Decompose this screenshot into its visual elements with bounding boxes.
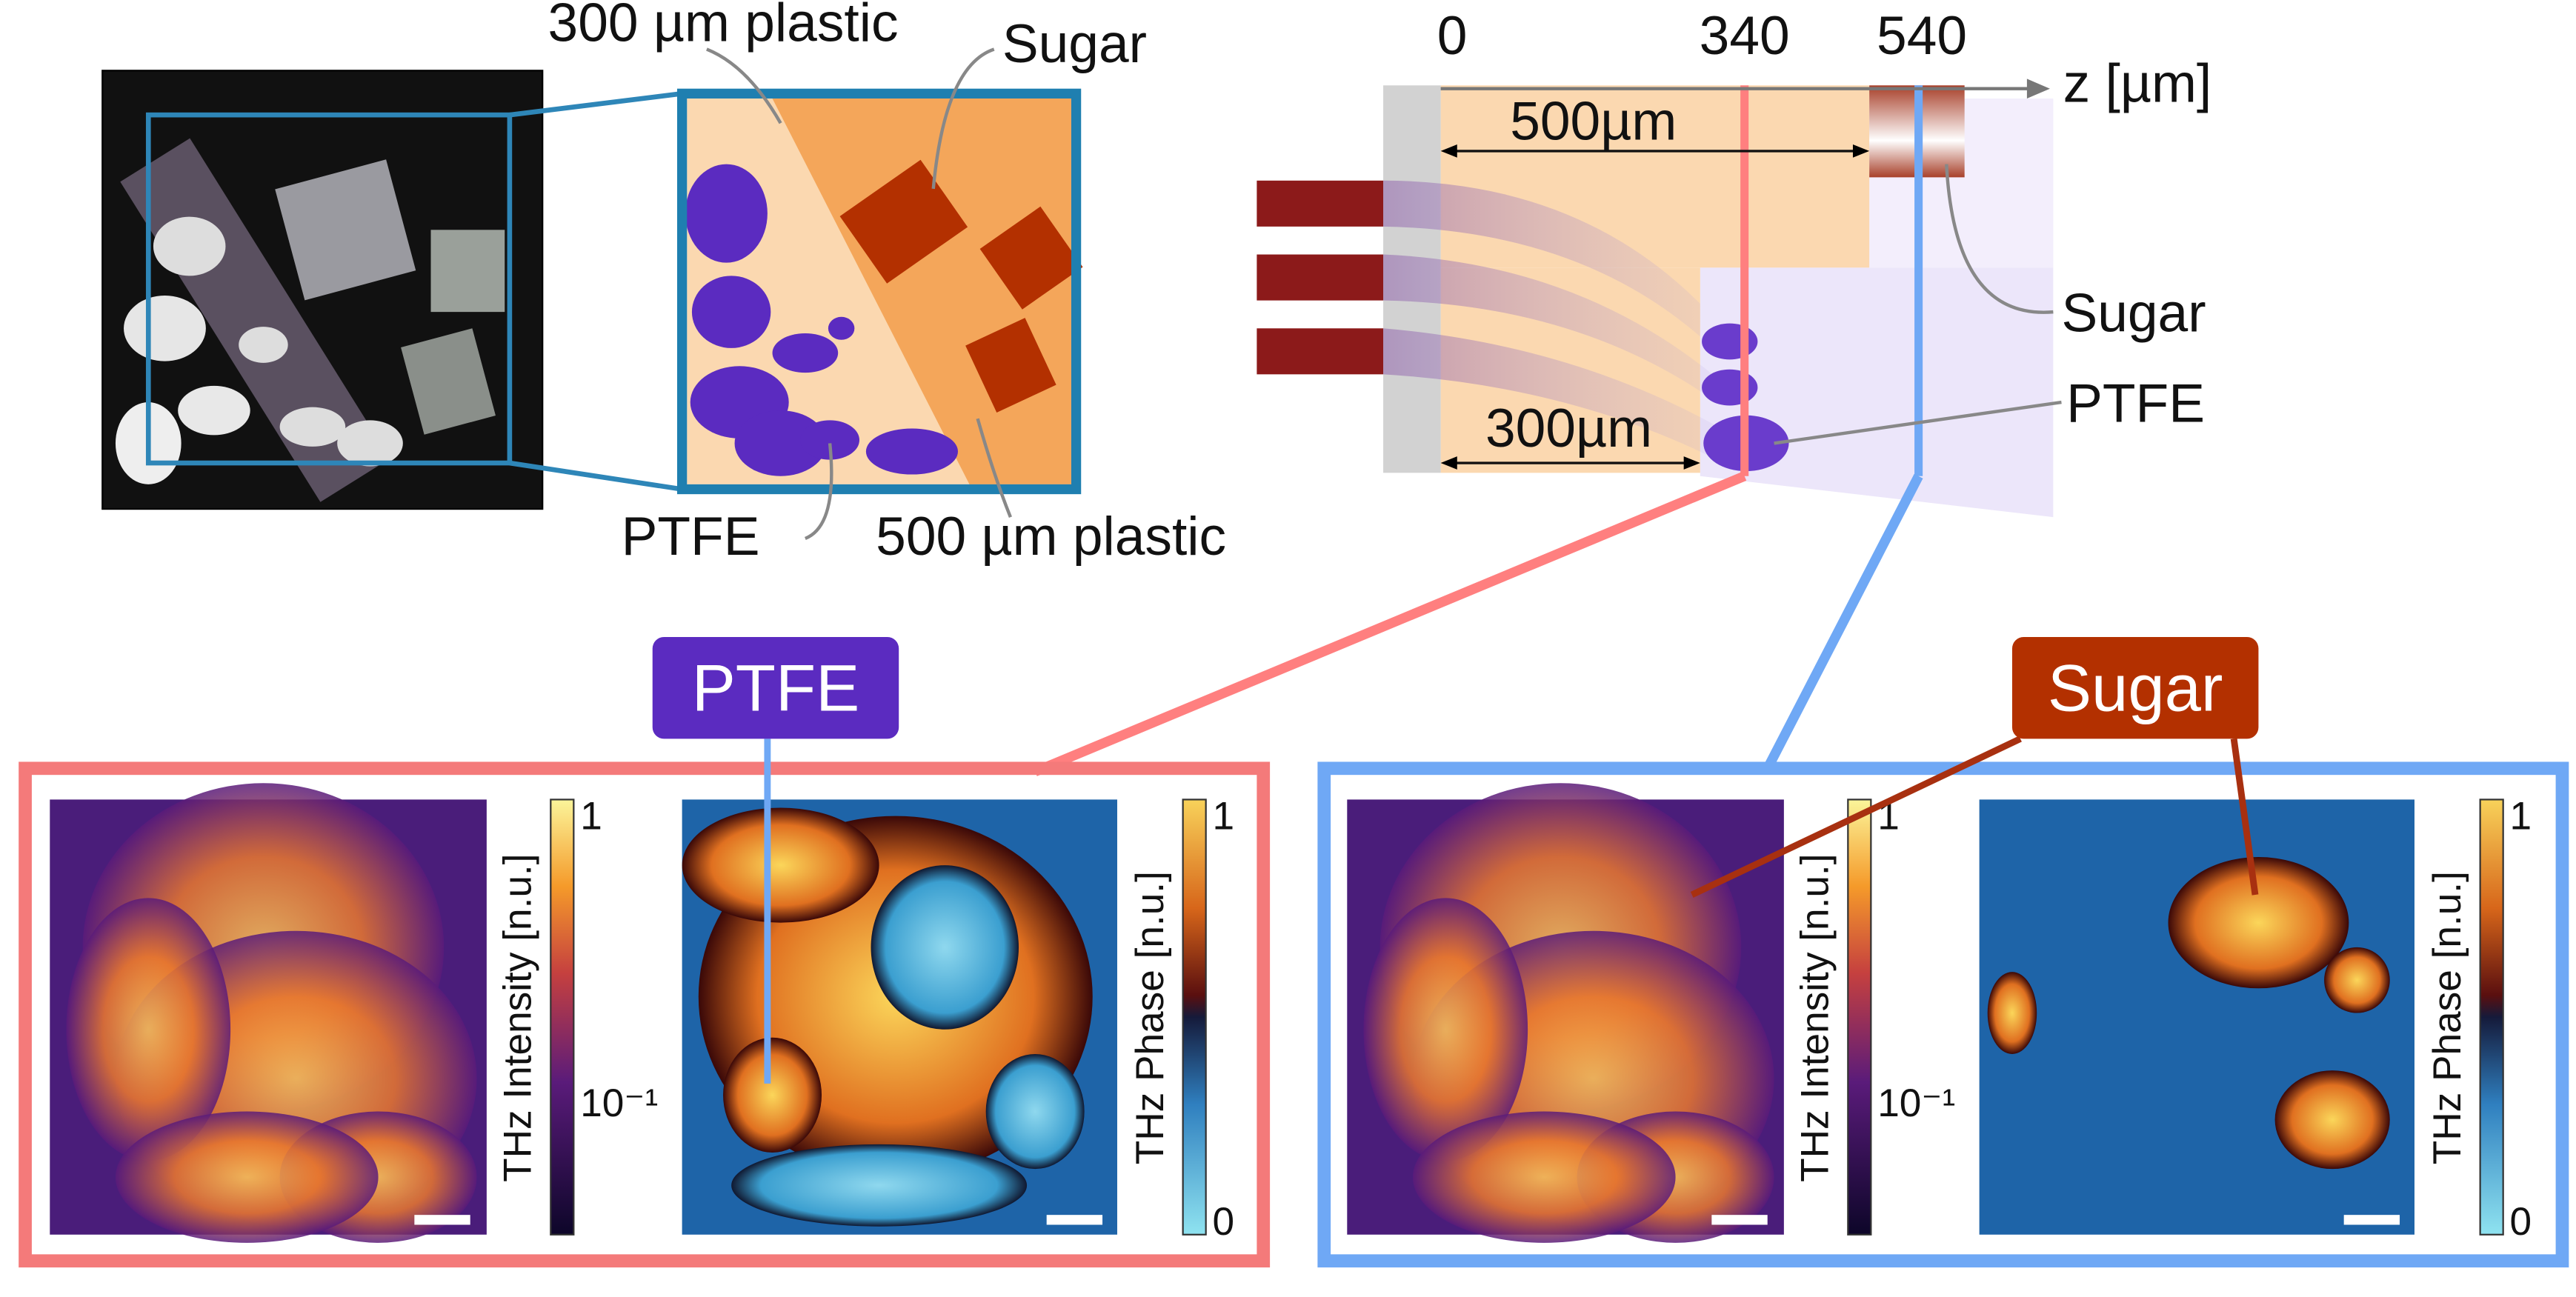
photo-shape: [337, 420, 403, 467]
colorbar-label: THz Phase [n.u.]: [2426, 871, 2469, 1164]
panel-frame: [19, 761, 1271, 1268]
depth-schematic-shape: [1702, 323, 1758, 360]
scale-bar: [2343, 1215, 2400, 1225]
sample-sketch-shape: [734, 410, 827, 476]
colorbar: [1182, 798, 1207, 1236]
label: 500 µm plastic: [876, 507, 1226, 567]
phase-map: [985, 1053, 1085, 1170]
depth-schematic-shape: [1761, 473, 1923, 774]
label: Sugar: [1002, 14, 1147, 74]
phase-map: [2274, 1070, 2390, 1170]
depth-schematic: [1033, 79, 2062, 776]
callout-line: [2230, 738, 2259, 896]
scale-bar: [1046, 1215, 1103, 1225]
callout-label: PTFE: [692, 652, 860, 725]
depth-schematic-shape: [1257, 180, 1384, 227]
photo-shape: [275, 159, 416, 301]
z-axis-label: z [µm]: [2063, 53, 2212, 113]
photo-shape: [509, 91, 683, 118]
label: 300 µm plastic: [548, 0, 899, 53]
dimension: 500µm: [1510, 91, 1677, 151]
photo-shape: [124, 295, 206, 361]
photo-shape: [145, 112, 513, 466]
z-tick: 540: [1877, 6, 1967, 66]
sample-sketch-shape: [676, 88, 1082, 495]
photo-shape: [153, 216, 226, 276]
callout-line: [1690, 736, 2022, 898]
sample-sketch-shape: [965, 318, 1056, 413]
intensity-map: [66, 898, 231, 1161]
photo-shape: [178, 385, 250, 436]
intensity-map: [1363, 898, 1528, 1161]
colorbar: [2479, 798, 2504, 1236]
sample-sketch: [676, 47, 1083, 541]
dimension: 300µm: [1485, 399, 1652, 459]
depth-schematic-shape: [1702, 369, 1758, 406]
sample-sketch-shape: [828, 316, 855, 340]
scale-bar: [414, 1215, 470, 1225]
depth-schematic-shape: [1852, 144, 1870, 158]
colorbar-tick: 10⁻¹: [580, 1081, 658, 1125]
z-tick: 0: [1437, 6, 1468, 66]
colorbar-tick: 1: [1213, 794, 1235, 838]
phase-map: [2324, 947, 2390, 1013]
photo-shape: [509, 460, 683, 492]
phase-map: [2168, 856, 2349, 989]
depth-schematic-shape: [1257, 254, 1384, 301]
sample-sketch-shape: [865, 428, 958, 475]
z-tick: 340: [1700, 6, 1790, 66]
colorbar: [1847, 798, 1872, 1236]
intensity-map: [1412, 1111, 1676, 1243]
panel-frame: [1317, 761, 2569, 1268]
sample-sketch-shape: [800, 420, 860, 460]
photo-shape: [279, 407, 346, 447]
colorbar-tick: 1: [580, 794, 602, 838]
sample-sketch-shape: [772, 333, 839, 373]
photo-shape: [401, 328, 496, 435]
depth-schematic-shape: [1383, 180, 1734, 468]
sample-sketch-shape: [706, 47, 1012, 541]
sample-sketch-shape: [691, 276, 771, 348]
colorbar-label: THz Phase [n.u.]: [1128, 871, 1172, 1164]
photo-shape: [239, 327, 288, 363]
phase-map: [871, 865, 1019, 1030]
depth-schematic-shape: [1774, 164, 2062, 445]
photo: [101, 70, 683, 510]
label: PTFE: [2066, 374, 2205, 434]
callout-label: Sugar: [2048, 652, 2223, 725]
photo-shape: [430, 230, 505, 313]
colorbar: [550, 798, 575, 1236]
phase-map: [682, 807, 879, 923]
depth-schematic-shape: [1683, 456, 1700, 470]
label: Sugar: [2061, 284, 2206, 344]
intensity-map: [115, 1111, 379, 1243]
phase-map: [1979, 799, 2414, 1235]
sample-sketch-shape: [979, 206, 1083, 310]
depth-schematic-shape: [1700, 267, 2054, 518]
depth-schematic-shape: [1440, 144, 1457, 158]
colorbar-label: THz Intensity [n.u.]: [496, 853, 540, 1181]
panels: 1 10⁻¹ THz Intensity [n.u.] 1 0 THz Phase [n.…: [19, 636, 2569, 1268]
colorbar-tick: 10⁻¹: [1877, 1081, 1955, 1125]
colorbar-tick: 1: [2510, 794, 2532, 838]
depth-schematic-shape: [2026, 79, 2050, 99]
callout-box: [2011, 636, 2259, 739]
colorbar-label: THz Intensity [n.u.]: [1794, 853, 1837, 1181]
label: PTFE: [622, 507, 760, 567]
phase-map: [1987, 972, 2037, 1054]
phase-map: [723, 1037, 822, 1153]
sample-sketch-shape: [685, 164, 768, 263]
colorbar-tick: 0: [1213, 1200, 1235, 1244]
phase-map: [731, 1144, 1028, 1227]
callout-box: [652, 636, 899, 739]
depth-schematic-shape: [1440, 456, 1457, 470]
scale-bar: [1711, 1215, 1768, 1225]
colorbar-tick: 0: [2510, 1200, 2532, 1244]
sample-sketch-shape: [839, 159, 968, 284]
depth-schematic-shape: [1257, 328, 1384, 375]
depth-schematic-shape: [1033, 471, 1747, 776]
